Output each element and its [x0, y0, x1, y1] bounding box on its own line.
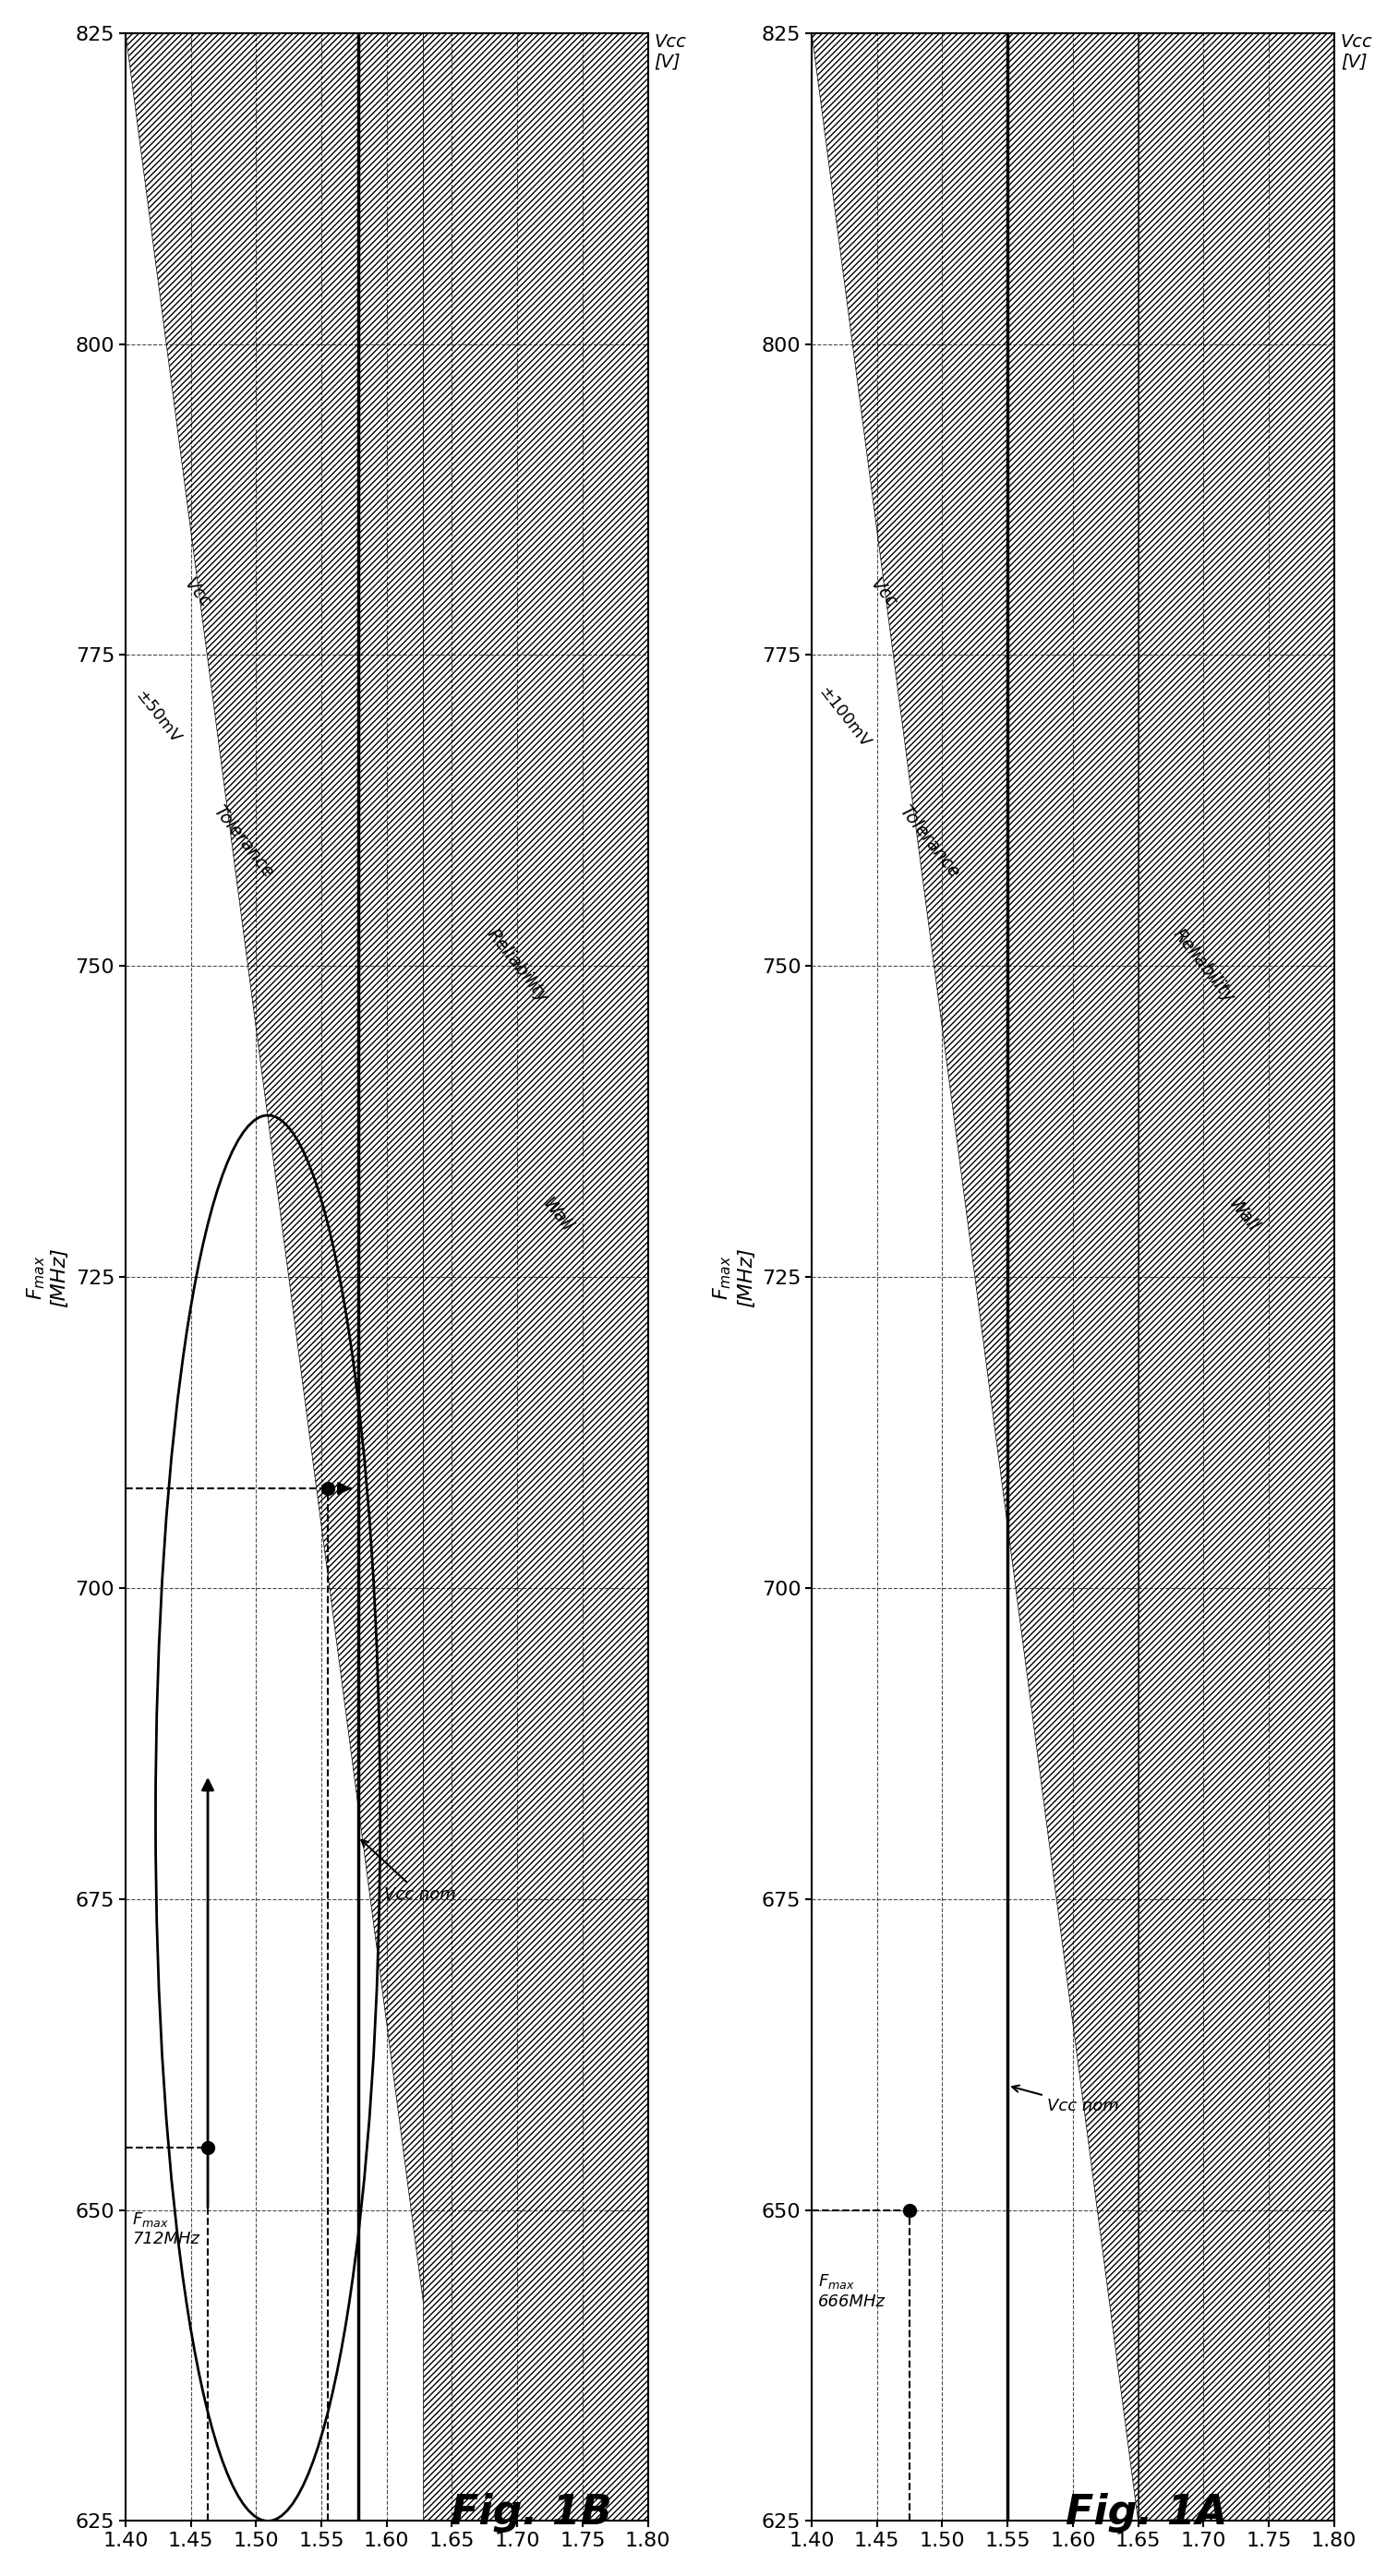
- Text: Tolerance: Tolerance: [896, 801, 963, 881]
- Text: Fig. 1B: Fig. 1B: [450, 2494, 612, 2532]
- Polygon shape: [424, 33, 647, 2522]
- Y-axis label: $F_{max}$
[MHz]: $F_{max}$ [MHz]: [25, 1247, 69, 1306]
- Text: Vcc nom: Vcc nom: [362, 1839, 456, 1904]
- Text: Vcc: Vcc: [867, 574, 900, 611]
- Polygon shape: [1138, 33, 1334, 2522]
- Text: Wall: Wall: [538, 1195, 575, 1234]
- Text: Vcc nom: Vcc nom: [1012, 2087, 1118, 2115]
- Text: Tolerance: Tolerance: [210, 801, 277, 881]
- Text: Fig. 1A: Fig. 1A: [1065, 2494, 1227, 2532]
- Text: $F_{max}$
712MHz: $F_{max}$ 712MHz: [131, 2210, 200, 2249]
- Text: Vcc
[V]: Vcc [V]: [654, 33, 686, 72]
- Text: $F_{max}$
666MHz: $F_{max}$ 666MHz: [818, 2272, 886, 2311]
- Text: ±50mV: ±50mV: [133, 688, 185, 747]
- Text: Wall: Wall: [1225, 1195, 1261, 1234]
- Text: Reliability: Reliability: [1169, 925, 1237, 1007]
- Text: Vcc: Vcc: [180, 574, 214, 611]
- Text: Vcc
[V]: Vcc [V]: [1341, 33, 1373, 72]
- Y-axis label: $F_{max}$
[MHz]: $F_{max}$ [MHz]: [712, 1247, 755, 1306]
- Text: ±100mV: ±100mV: [815, 683, 874, 752]
- Polygon shape: [812, 33, 1138, 2522]
- Polygon shape: [126, 33, 424, 2303]
- Text: Reliability: Reliability: [484, 925, 551, 1007]
